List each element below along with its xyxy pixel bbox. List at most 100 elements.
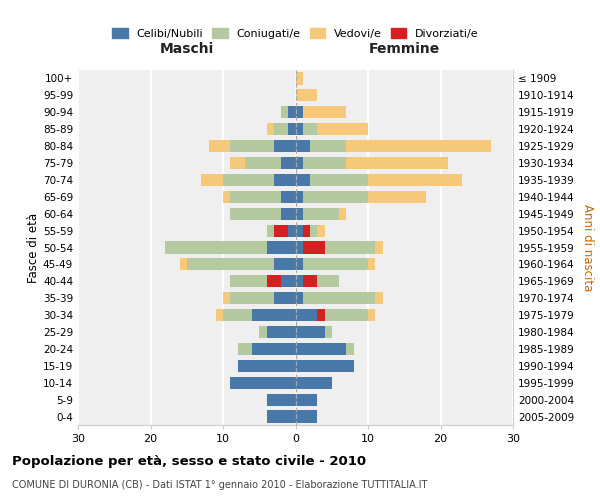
- Bar: [317, 309, 325, 321]
- Bar: [252, 343, 296, 355]
- Bar: [296, 72, 303, 85]
- Bar: [296, 140, 310, 152]
- Bar: [296, 174, 310, 186]
- Bar: [238, 360, 296, 372]
- Legend: Celibi/Nubili, Coniugati/e, Vedovi/e, Divorziati/e: Celibi/Nubili, Coniugati/e, Vedovi/e, Di…: [110, 26, 481, 41]
- Bar: [274, 174, 296, 186]
- Bar: [317, 309, 368, 321]
- Text: COMUNE DI DURONIA (CB) - Dati ISTAT 1° gennaio 2010 - Elaborazione TUTTITALIA.IT: COMUNE DI DURONIA (CB) - Dati ISTAT 1° g…: [12, 480, 427, 490]
- Bar: [346, 140, 491, 152]
- Bar: [317, 123, 368, 136]
- Y-axis label: Anni di nascita: Anni di nascita: [581, 204, 594, 291]
- Bar: [223, 190, 230, 203]
- Bar: [303, 157, 346, 169]
- Bar: [368, 190, 426, 203]
- Bar: [238, 343, 252, 355]
- Text: Maschi: Maschi: [160, 42, 214, 56]
- Bar: [303, 106, 346, 118]
- Bar: [346, 157, 448, 169]
- Bar: [303, 190, 368, 203]
- Bar: [209, 140, 230, 152]
- Bar: [303, 292, 375, 304]
- Bar: [296, 376, 332, 389]
- Bar: [296, 292, 303, 304]
- Bar: [288, 123, 296, 136]
- Bar: [274, 292, 296, 304]
- Bar: [187, 258, 274, 270]
- Bar: [296, 190, 303, 203]
- Bar: [296, 157, 303, 169]
- Bar: [296, 224, 303, 236]
- Bar: [266, 275, 281, 287]
- Bar: [303, 242, 375, 254]
- Bar: [274, 140, 296, 152]
- Bar: [375, 292, 383, 304]
- Bar: [317, 224, 325, 236]
- Bar: [288, 106, 296, 118]
- Bar: [296, 410, 317, 422]
- Bar: [245, 157, 281, 169]
- Bar: [252, 309, 296, 321]
- Bar: [303, 275, 317, 287]
- Bar: [179, 258, 187, 270]
- Bar: [274, 224, 288, 236]
- Bar: [346, 343, 353, 355]
- Bar: [274, 258, 296, 270]
- Bar: [296, 106, 303, 118]
- Bar: [266, 123, 274, 136]
- Bar: [310, 174, 368, 186]
- Bar: [303, 224, 310, 236]
- Text: Popolazione per età, sesso e stato civile - 2010: Popolazione per età, sesso e stato civil…: [12, 455, 366, 468]
- Bar: [223, 309, 252, 321]
- Bar: [230, 376, 296, 389]
- Bar: [303, 224, 317, 236]
- Bar: [303, 275, 339, 287]
- Bar: [165, 242, 266, 254]
- Bar: [266, 224, 288, 236]
- Bar: [375, 242, 383, 254]
- Bar: [266, 242, 296, 254]
- Bar: [310, 140, 346, 152]
- Bar: [303, 242, 325, 254]
- Bar: [230, 208, 281, 220]
- Bar: [230, 275, 281, 287]
- Bar: [368, 174, 462, 186]
- Bar: [274, 123, 288, 136]
- Bar: [296, 123, 303, 136]
- Bar: [296, 309, 317, 321]
- Bar: [223, 292, 230, 304]
- Bar: [339, 208, 346, 220]
- Bar: [303, 123, 317, 136]
- Bar: [281, 208, 296, 220]
- Bar: [325, 326, 332, 338]
- Bar: [303, 258, 368, 270]
- Bar: [296, 394, 317, 406]
- Bar: [281, 190, 296, 203]
- Bar: [201, 174, 223, 186]
- Text: Femmine: Femmine: [368, 42, 440, 56]
- Bar: [266, 326, 296, 338]
- Bar: [230, 140, 274, 152]
- Bar: [281, 106, 288, 118]
- Bar: [216, 309, 223, 321]
- Bar: [296, 360, 353, 372]
- Bar: [266, 394, 296, 406]
- Bar: [281, 157, 296, 169]
- Bar: [368, 258, 375, 270]
- Bar: [296, 343, 346, 355]
- Bar: [303, 208, 339, 220]
- Bar: [296, 242, 303, 254]
- Y-axis label: Fasce di età: Fasce di età: [27, 212, 40, 282]
- Bar: [296, 208, 303, 220]
- Bar: [296, 258, 303, 270]
- Bar: [296, 275, 303, 287]
- Bar: [230, 190, 281, 203]
- Bar: [259, 326, 266, 338]
- Bar: [223, 174, 274, 186]
- Bar: [230, 157, 245, 169]
- Bar: [230, 292, 274, 304]
- Bar: [296, 90, 317, 102]
- Bar: [288, 224, 296, 236]
- Bar: [296, 326, 325, 338]
- Bar: [266, 410, 296, 422]
